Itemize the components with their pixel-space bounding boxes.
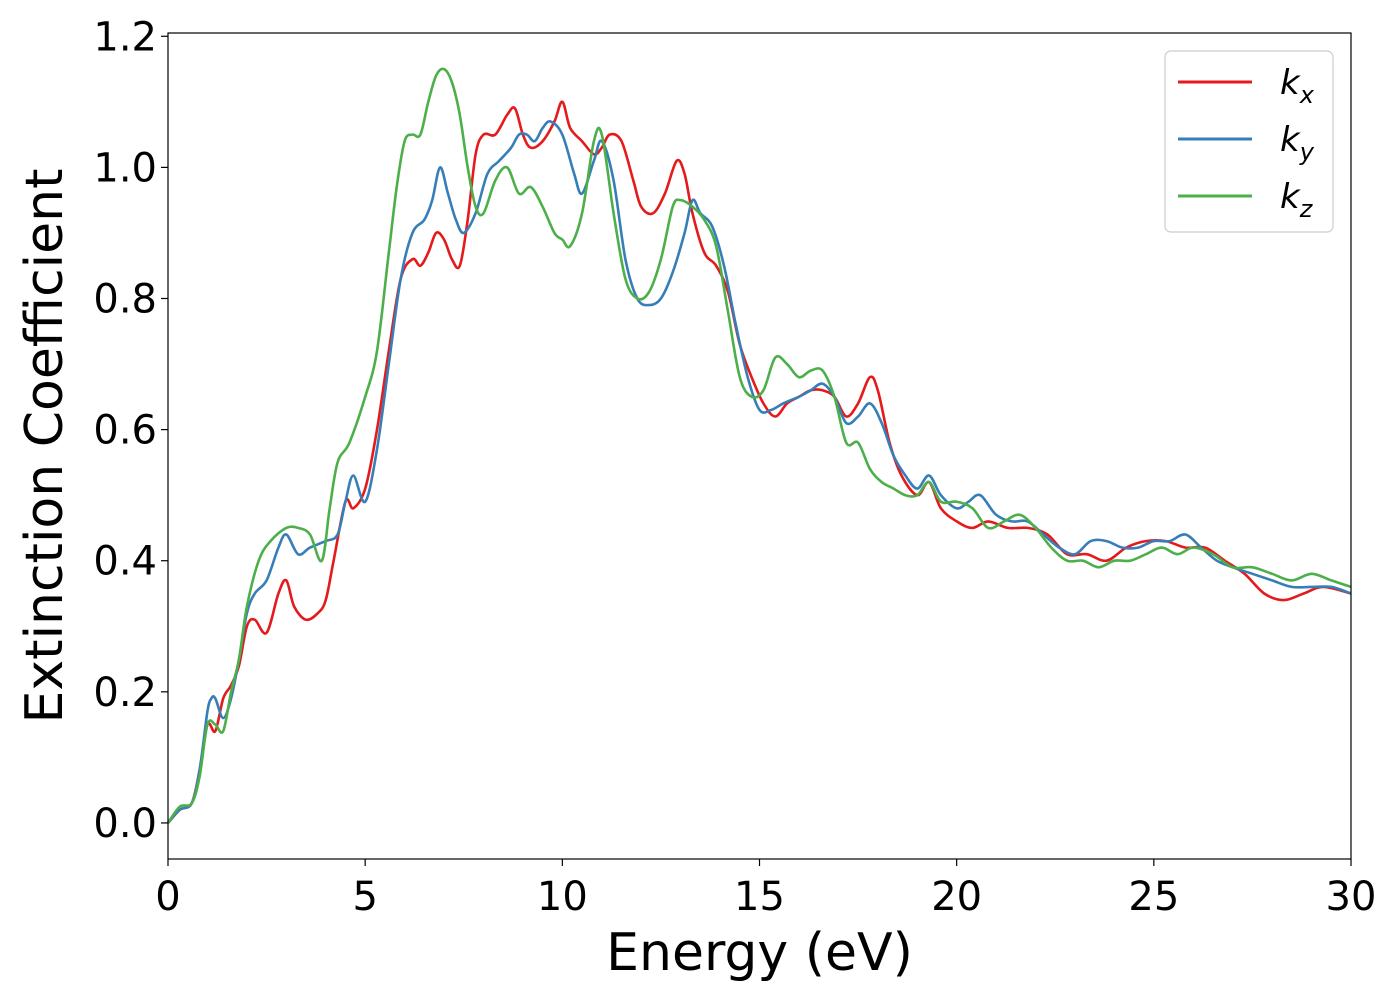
y-tick-label: 0.0 <box>93 801 157 847</box>
legend-box <box>1164 50 1334 233</box>
legend-label-k-x: kx <box>1280 63 1315 109</box>
legend: kx ky kz <box>1164 50 1334 233</box>
legend-label-k-z: kz <box>1280 177 1314 223</box>
x-tick-label: 5 <box>352 874 377 920</box>
y-tick-label: 0.4 <box>93 539 157 585</box>
x-tick-label: 0 <box>155 874 180 920</box>
series-layer <box>166 67 1352 824</box>
y-axis-ticks: 0.0 0.2 0.4 0.6 0.8 1.0 1.2 <box>93 14 168 847</box>
x-tick-label: 15 <box>734 874 785 920</box>
legend-label-k-y: ky <box>1280 120 1315 166</box>
x-tick-label: 25 <box>1128 874 1179 920</box>
y-tick-label: 1.2 <box>93 14 157 60</box>
x-tick-label: 30 <box>1326 874 1377 920</box>
series-line-k-y <box>167 120 1352 824</box>
x-axis-label: Energy (eV) <box>606 923 913 983</box>
x-tick-label: 20 <box>931 874 982 920</box>
series-line-k-x <box>167 100 1352 824</box>
x-axis-ticks: 0 5 10 15 20 25 30 <box>155 859 1376 920</box>
x-tick-label: 10 <box>537 874 588 920</box>
y-tick-label: 1.0 <box>93 145 157 191</box>
y-tick-label: 0.6 <box>93 408 157 454</box>
series-line-k-z <box>166 67 1352 824</box>
y-tick-label: 0.8 <box>93 277 157 323</box>
y-axis-label: Extinction Coefficient <box>15 169 75 724</box>
y-tick-label: 0.2 <box>93 670 157 716</box>
